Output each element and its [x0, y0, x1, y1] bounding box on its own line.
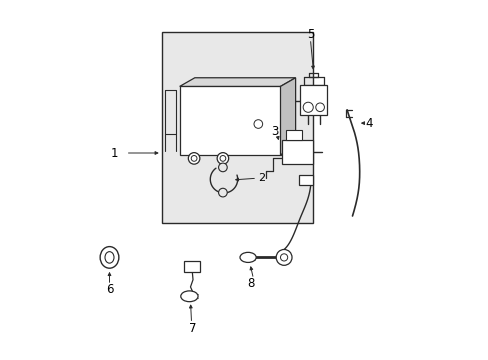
Text: 5: 5 — [306, 28, 313, 41]
Text: 1: 1 — [111, 147, 119, 159]
Polygon shape — [179, 78, 295, 86]
Ellipse shape — [100, 247, 119, 268]
Bar — [162, 32, 312, 223]
Ellipse shape — [240, 252, 256, 262]
Circle shape — [188, 153, 200, 164]
Bar — [285, 130, 302, 140]
Bar — [282, 140, 312, 164]
Bar — [300, 85, 326, 115]
Circle shape — [217, 153, 228, 164]
Circle shape — [253, 120, 262, 129]
Polygon shape — [280, 78, 295, 155]
Circle shape — [315, 103, 324, 112]
Text: 2: 2 — [258, 173, 265, 183]
Circle shape — [218, 163, 227, 172]
Text: 6: 6 — [105, 283, 113, 296]
Circle shape — [220, 156, 225, 161]
Ellipse shape — [105, 252, 114, 263]
Ellipse shape — [181, 291, 198, 302]
Circle shape — [303, 102, 313, 112]
Text: 7: 7 — [188, 322, 196, 335]
Circle shape — [276, 249, 291, 265]
Circle shape — [280, 254, 287, 261]
Circle shape — [191, 156, 197, 161]
Text: 3: 3 — [270, 125, 278, 138]
Circle shape — [218, 188, 227, 197]
Bar — [184, 261, 200, 272]
Text: 4: 4 — [364, 117, 372, 130]
Bar — [298, 175, 312, 185]
Text: 8: 8 — [247, 277, 254, 290]
Bar — [179, 86, 280, 155]
